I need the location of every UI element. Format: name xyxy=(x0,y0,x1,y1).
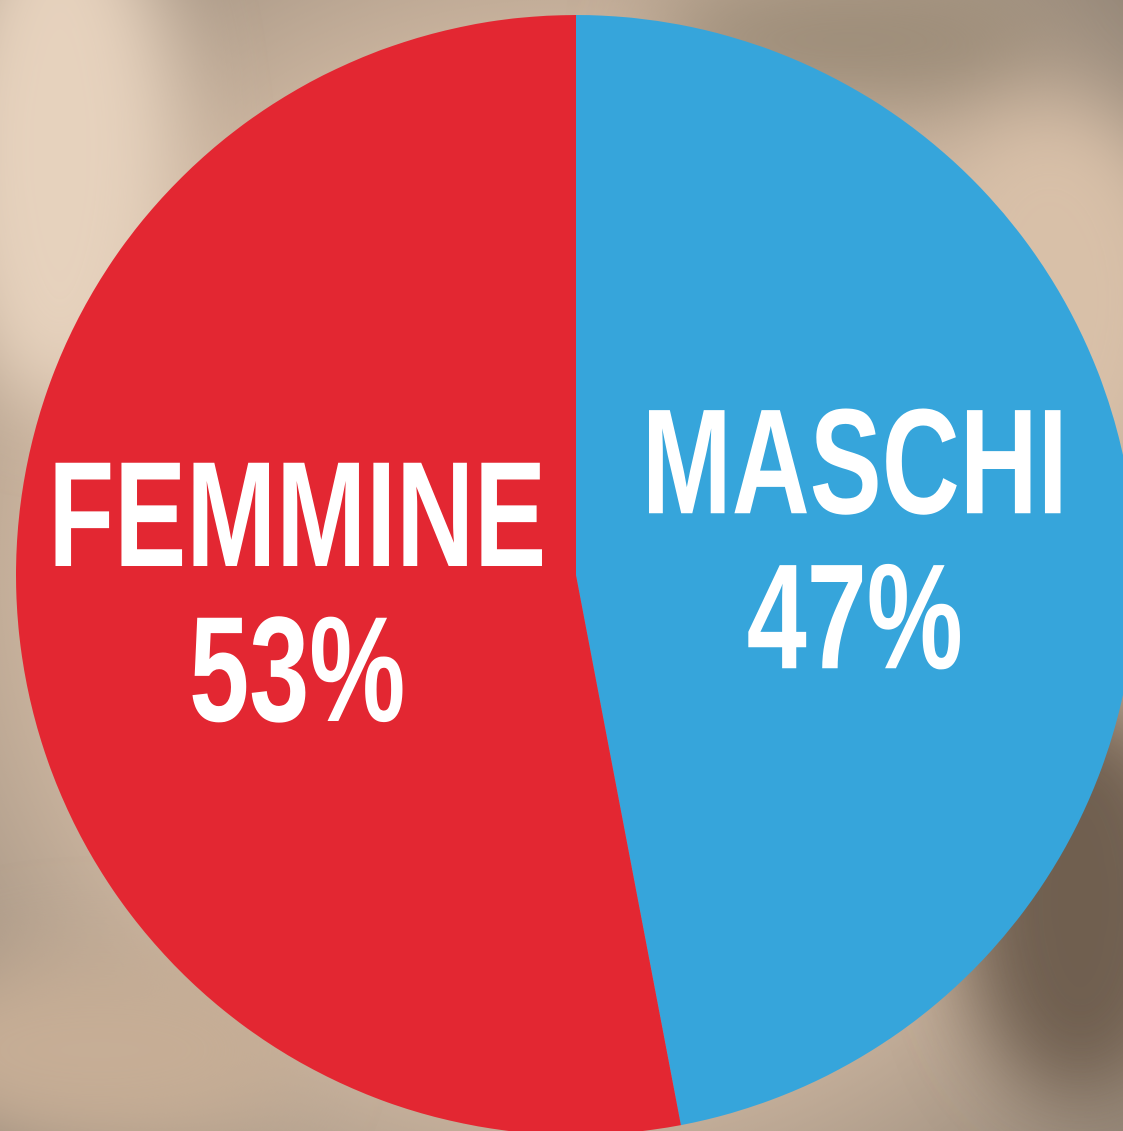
value-label: 53% xyxy=(189,586,405,754)
slice-label-group: MASCHI xyxy=(642,378,1068,546)
value-label-group: 47% xyxy=(747,533,963,701)
value-label-group: 53% xyxy=(189,586,405,754)
slice-label: MASCHI xyxy=(642,378,1068,546)
pie-slice xyxy=(576,15,1123,1126)
value-label: 47% xyxy=(747,533,963,701)
slice-label-group: FEMMINE xyxy=(48,431,546,599)
pie-slice xyxy=(16,15,681,1131)
slice-label: FEMMINE xyxy=(48,431,546,599)
